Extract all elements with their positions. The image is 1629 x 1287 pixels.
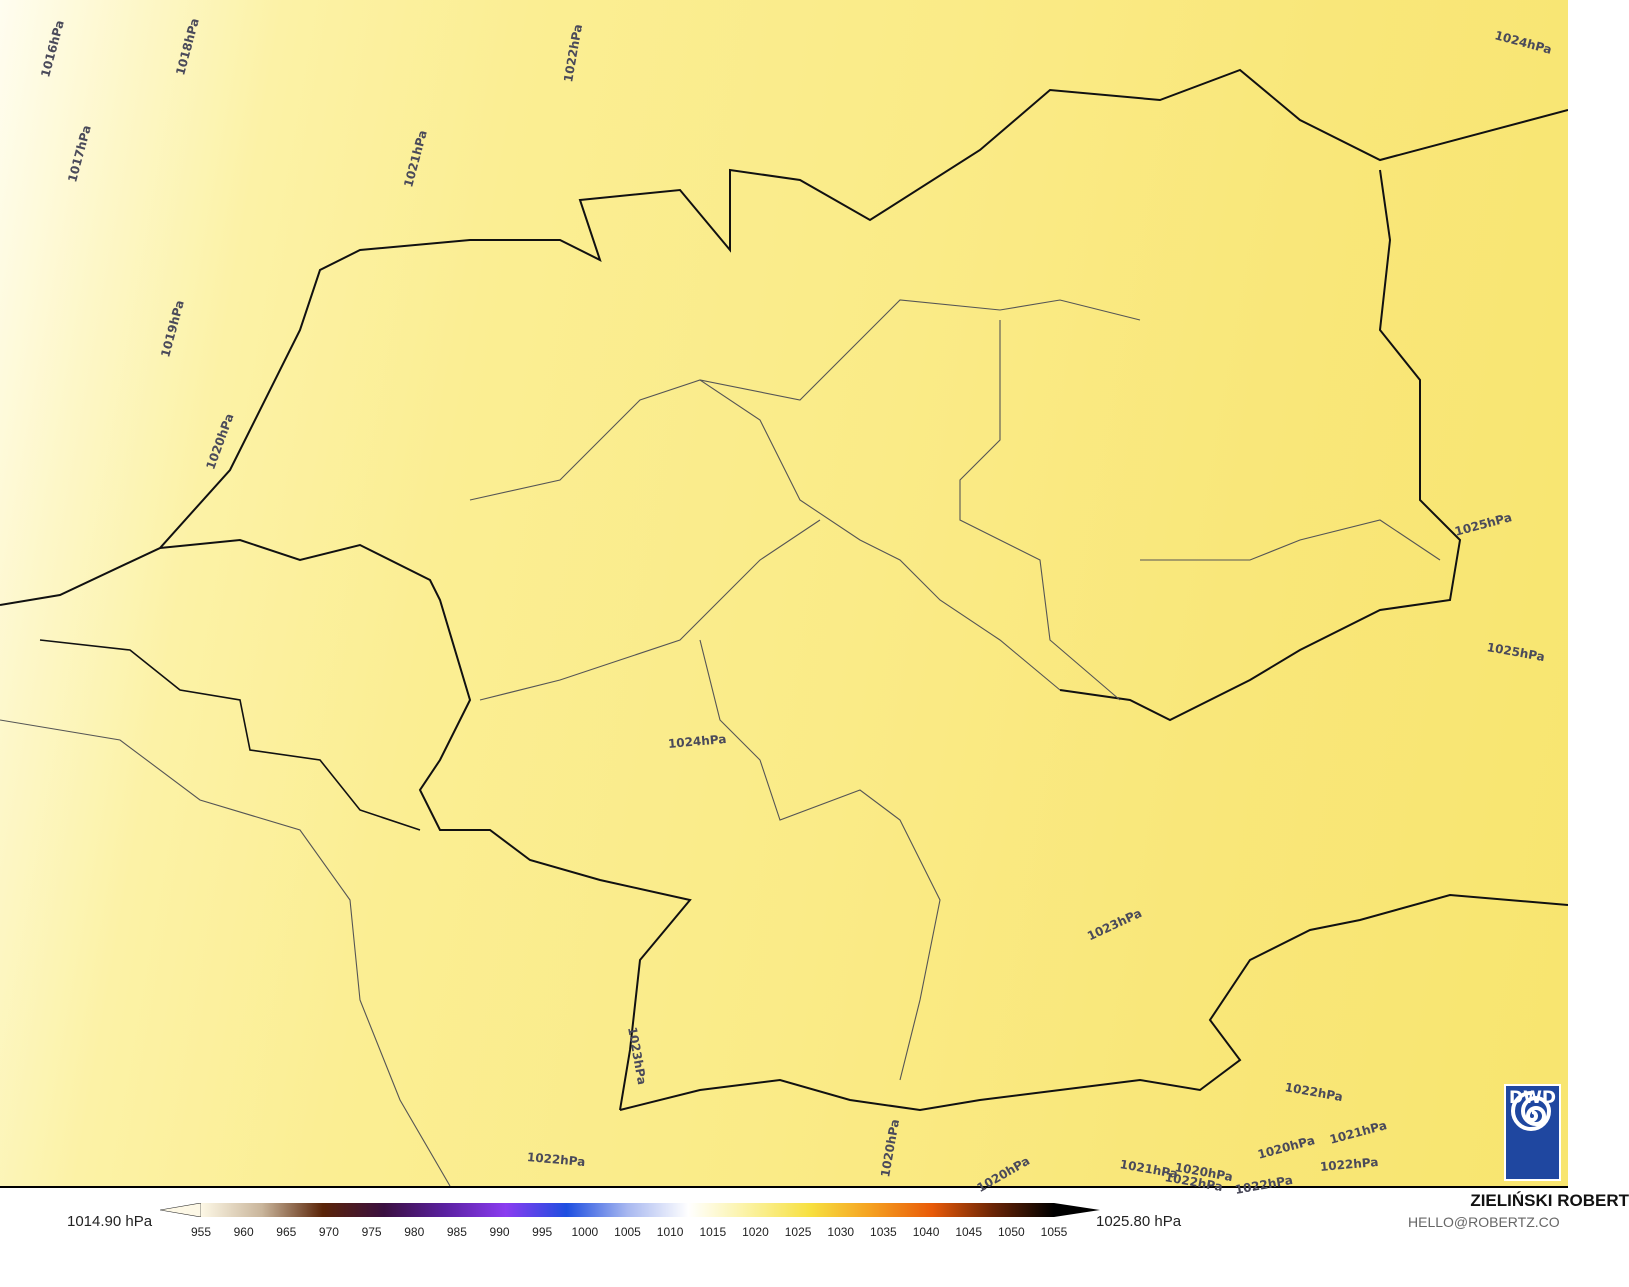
region-line [959, 320, 1121, 701]
dwd-logo: DWD [1504, 1084, 1561, 1181]
colorbar-body [201, 1203, 1054, 1217]
colorbar-tick: 1020 [742, 1225, 769, 1239]
colorbar-tick: 1045 [955, 1225, 983, 1239]
colorbar-tick: 990 [489, 1225, 510, 1239]
colorbar-tick: 1040 [912, 1225, 940, 1239]
border-east [1059, 169, 1462, 722]
colorbar-tick: 975 [361, 1225, 382, 1239]
colorbar-tick: 1050 [997, 1225, 1025, 1239]
colorbar-tick: 1030 [827, 1225, 855, 1239]
pressure-map: 1016hPa 1018hPa 1022hPa 1024hPa 1017hPa 1021h… [0, 0, 1568, 1197]
colorbar-tick: 960 [233, 1225, 254, 1239]
region-line [479, 519, 821, 701]
colorbar-tick: 985 [446, 1225, 467, 1239]
colorbar-tick: 955 [190, 1225, 212, 1239]
colorbar-tick: 1015 [699, 1225, 727, 1239]
map-borders [0, 68, 1568, 1186]
max-value-label: 1025.80 hPa [1096, 1213, 1182, 1230]
colorbar-tick: 965 [276, 1225, 297, 1239]
colorbar-tick: 1025 [784, 1225, 812, 1239]
colorbar-tick: 995 [532, 1225, 553, 1239]
colorbar-tick: 1005 [614, 1225, 641, 1239]
border-west [159, 538, 692, 1111]
min-value-label: 1014.90 hPa [67, 1213, 153, 1230]
colorbar-tick: 970 [318, 1225, 339, 1239]
colorbar-tick: 1000 [571, 1225, 599, 1239]
colorbar-low-arrow [160, 1203, 202, 1217]
region-line [699, 379, 1061, 691]
colorbar-tick: 1035 [870, 1225, 897, 1239]
colorbar [160, 1203, 1100, 1217]
border-belgium [39, 639, 421, 831]
colorbar-tick: 1055 [1040, 1225, 1068, 1239]
region-line [469, 299, 1141, 501]
colorbar-tick: 1010 [656, 1225, 684, 1239]
credit-email: HELLO@ROBERTZ.CO [1408, 1214, 1560, 1230]
coastline [0, 68, 1568, 606]
border-south [619, 893, 1568, 1112]
region-line [1140, 519, 1441, 561]
region-line [0, 719, 451, 1186]
credit-name: ZIELIŃSKI ROBERT [1470, 1191, 1629, 1210]
swirl-icon [1511, 1091, 1552, 1131]
colorbar-high-arrow [1054, 1203, 1100, 1217]
region-line [699, 639, 941, 1081]
colorbar-tick: 980 [404, 1225, 425, 1239]
